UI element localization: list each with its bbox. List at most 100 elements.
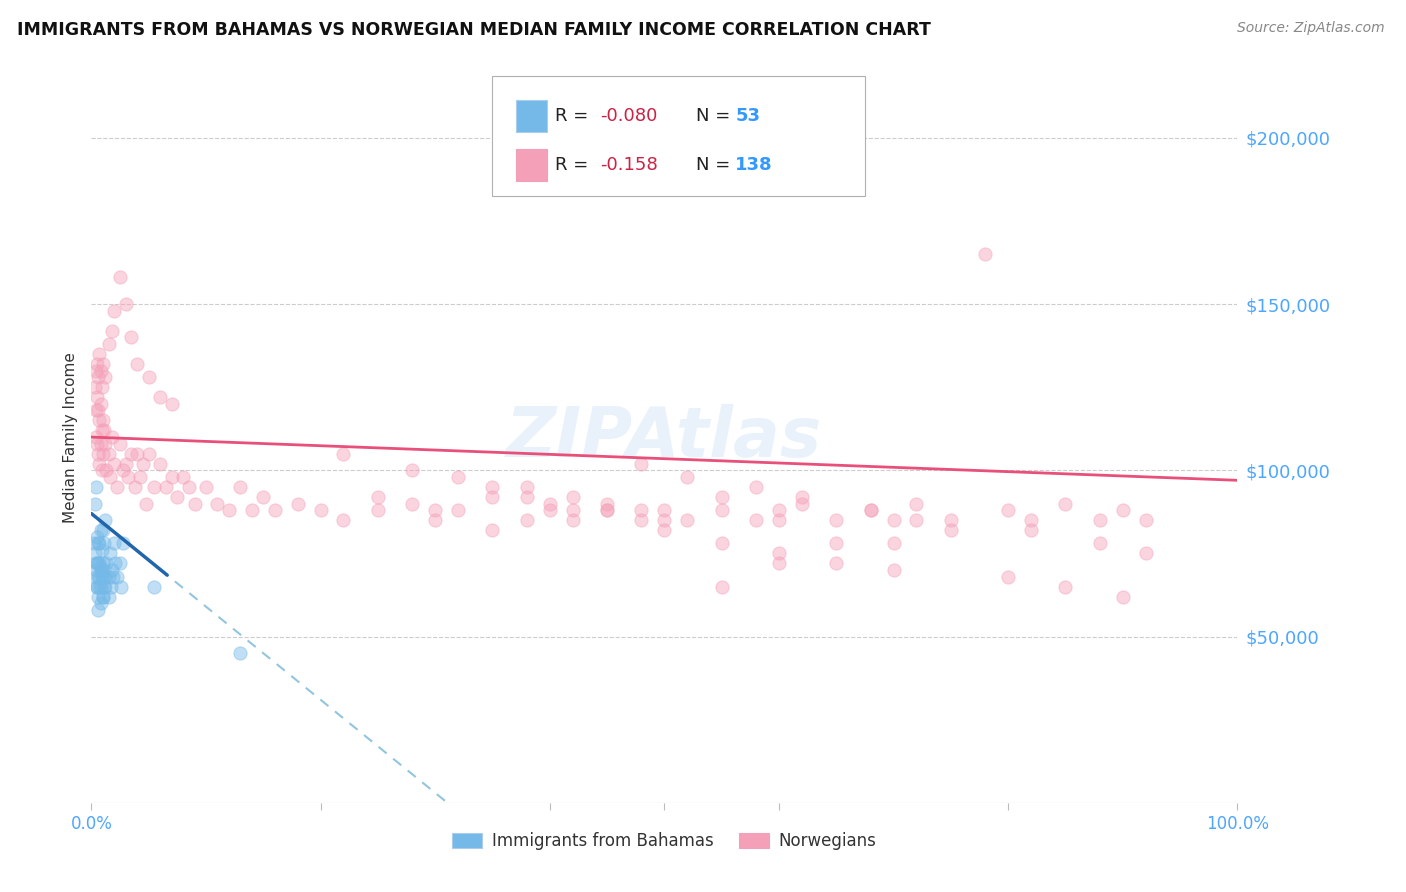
Point	[87, 370, 110, 384]
Point	[596, 503, 619, 517]
Point	[825, 513, 848, 527]
Text: Source: ZipAtlas.com: Source: ZipAtlas.com	[1237, 21, 1385, 36]
Point	[790, 490, 813, 504]
Point	[108, 557, 131, 571]
Point	[94, 370, 117, 384]
Point	[710, 490, 733, 504]
Point	[997, 503, 1019, 517]
Point	[825, 557, 848, 571]
Point	[89, 347, 111, 361]
Point	[172, 470, 194, 484]
Point	[128, 470, 150, 484]
Point	[447, 503, 470, 517]
Legend: Immigrants from Bahamas, Norwegians: Immigrants from Bahamas, Norwegians	[446, 825, 883, 856]
Point	[84, 403, 107, 417]
Point	[423, 503, 446, 517]
Text: 53: 53	[735, 107, 761, 125]
Point	[939, 513, 962, 527]
Point	[124, 480, 146, 494]
Point	[710, 580, 733, 594]
Point	[98, 470, 121, 484]
Point	[160, 470, 183, 484]
Point	[90, 397, 112, 411]
Point	[309, 503, 332, 517]
Point	[149, 390, 172, 404]
Point	[83, 497, 105, 511]
Point	[143, 580, 166, 594]
Point	[138, 447, 160, 461]
Point	[194, 480, 217, 494]
Point	[710, 536, 733, 550]
Text: R =: R =	[555, 156, 595, 174]
Point	[112, 463, 135, 477]
Point	[768, 546, 790, 560]
Point	[790, 497, 813, 511]
Point	[481, 523, 503, 537]
Point	[1111, 503, 1133, 517]
Point	[103, 457, 125, 471]
Point	[859, 503, 882, 517]
Point	[83, 570, 105, 584]
Point	[94, 513, 117, 527]
Point	[101, 570, 124, 584]
Point	[86, 557, 108, 571]
Point	[1111, 590, 1133, 604]
Point	[745, 513, 768, 527]
Point	[110, 580, 132, 594]
Point	[89, 570, 111, 584]
Point	[127, 357, 149, 371]
Point	[882, 536, 904, 550]
Point	[768, 503, 790, 517]
Point	[252, 490, 274, 504]
Point	[89, 557, 111, 571]
Point	[561, 490, 583, 504]
Point	[89, 536, 111, 550]
Point	[1054, 497, 1077, 511]
Point	[121, 447, 143, 461]
Point	[84, 430, 107, 444]
Point	[96, 463, 118, 477]
Point	[768, 513, 790, 527]
Point	[83, 380, 105, 394]
Point	[89, 413, 111, 427]
Point	[939, 523, 962, 537]
Point	[630, 457, 652, 471]
Point	[90, 363, 112, 377]
Point	[93, 580, 115, 594]
Point	[105, 570, 128, 584]
Point	[104, 557, 127, 571]
Point	[481, 480, 503, 494]
Point	[882, 513, 904, 527]
Point	[367, 503, 389, 517]
Point	[183, 497, 205, 511]
Point	[882, 563, 904, 577]
Point	[83, 536, 105, 550]
Point	[96, 557, 118, 571]
Point	[89, 457, 111, 471]
Point	[112, 536, 135, 550]
Point	[101, 430, 124, 444]
Point	[87, 403, 110, 417]
Point	[91, 590, 114, 604]
Point	[87, 570, 110, 584]
Point	[94, 580, 117, 594]
Point	[630, 513, 652, 527]
Point	[138, 370, 160, 384]
Point	[84, 563, 107, 577]
Point	[132, 457, 155, 471]
Point	[287, 497, 309, 511]
Point	[974, 247, 997, 261]
Point	[240, 503, 263, 517]
Point	[87, 447, 110, 461]
Point	[86, 530, 108, 544]
Point	[218, 503, 240, 517]
Point	[676, 470, 699, 484]
Point	[177, 480, 200, 494]
Point	[481, 490, 503, 504]
Point	[90, 570, 112, 584]
Point	[90, 563, 112, 577]
Point	[367, 490, 389, 504]
Point	[263, 503, 285, 517]
Point	[825, 536, 848, 550]
Point	[97, 570, 120, 584]
